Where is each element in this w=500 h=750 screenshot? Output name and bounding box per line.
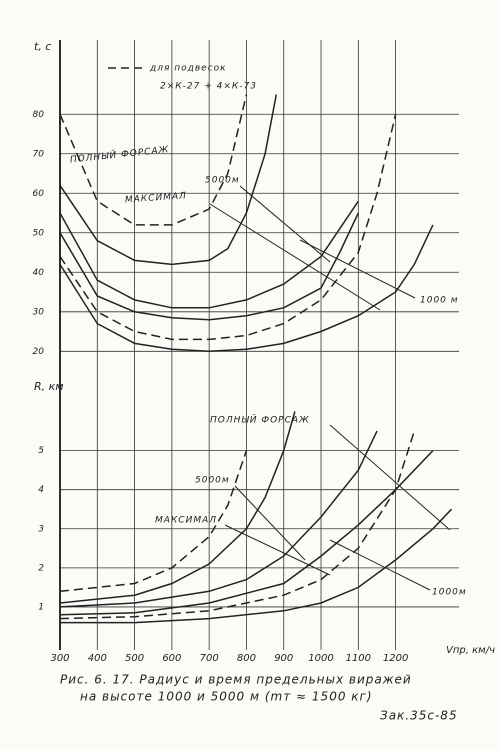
leader: [329, 424, 451, 531]
annotation: 5000м: [195, 476, 230, 486]
leader: [209, 203, 381, 311]
y-tick-label: 70: [33, 149, 45, 159]
x-tick-label: 700: [200, 653, 219, 664]
curve: [59, 94, 278, 266]
curve: [59, 94, 248, 226]
x-tick-label: 1100: [346, 653, 371, 664]
x-tick-label: 900: [274, 653, 293, 664]
legend-text: для подвесок: [149, 64, 227, 74]
y-axis-label: t, c: [34, 40, 51, 53]
curve: [59, 411, 296, 604]
x-tick-label: 500: [125, 653, 144, 664]
curve: [59, 430, 378, 608]
x-tick-label: 600: [162, 653, 181, 664]
y-tick-label: 4: [38, 485, 44, 495]
y-tick-label: 2: [38, 563, 44, 573]
curve: [59, 450, 248, 593]
curve: [60, 508, 453, 624]
annotation: 1000м: [432, 588, 467, 598]
annotation: МАКСИМАЛ: [155, 516, 217, 526]
curve: [59, 200, 359, 309]
legend-text: 2×К-27 + 4×К-73: [160, 82, 257, 92]
y-tick-label: 3: [38, 524, 44, 534]
annotation: ПОЛНЫЙ ФОРСАЖ: [210, 414, 310, 426]
y-tick-label: 40: [33, 268, 45, 278]
y-tick-label: 80: [33, 110, 45, 120]
curve: [59, 430, 416, 620]
x-tick-label: 300: [50, 653, 69, 664]
leader: [239, 185, 331, 263]
curve: [59, 224, 434, 353]
y-tick-label: 30: [33, 307, 45, 317]
x-tick-label: 400: [88, 653, 107, 664]
caption: Рис. 6. 17. Радиус и время предельных ви…: [60, 673, 412, 687]
annotation: 1000 м: [420, 296, 459, 306]
annotation: 5000м: [205, 176, 240, 186]
y-tick-label: 50: [33, 228, 45, 238]
y-tick-label: 60: [33, 189, 45, 199]
curve: [59, 450, 434, 616]
x-tick-label: 800: [237, 653, 256, 664]
curve: [59, 212, 359, 321]
y-tick-label: 5: [38, 446, 44, 456]
x-tick-label: 1000: [308, 653, 333, 664]
y-axis-label: R, км: [34, 380, 64, 393]
caption: на высоте 1000 и 5000 м (mт ≈ 1500 кг): [80, 690, 373, 704]
caption: Зак.35с-85: [380, 709, 458, 723]
curve: [59, 114, 397, 341]
x-axis-label: Vпр, км/ч: [446, 645, 495, 656]
y-tick-label: 1: [38, 602, 44, 612]
x-tick-label: 1200: [383, 653, 408, 664]
y-tick-label: 20: [33, 347, 45, 357]
leader: [329, 539, 431, 591]
